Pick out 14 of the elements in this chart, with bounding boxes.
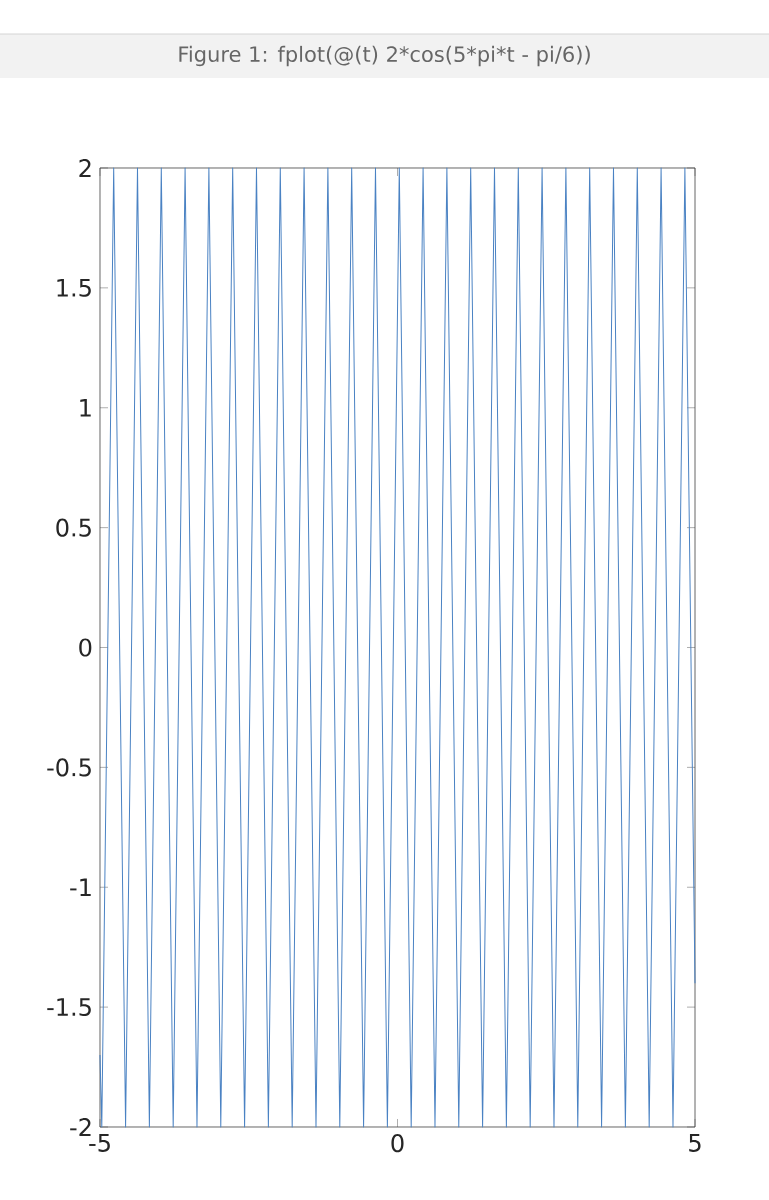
y-tick-label: -2 — [70, 1118, 91, 1136]
y-tick-label: -1.5 — [47, 998, 91, 1017]
y-tick-label: 1 — [80, 398, 91, 417]
y-tick-label: 0 — [79, 638, 92, 657]
y-tick-label: 1.5 — [57, 278, 91, 297]
x-tick-label: 5 — [689, 1134, 701, 1152]
y-tick-label: 0.5 — [56, 518, 91, 537]
y-tick-label: -0.5 — [47, 758, 91, 777]
line-series — [99, 167, 696, 1128]
chart-title: Figure 1: fplot(@(t) 2*cos(5*pi*t - pi/6)) — [179, 45, 590, 67]
x-tick-label: 0 — [391, 1134, 404, 1153]
x-tick-label: -5 — [89, 1134, 110, 1152]
y-tick-label: 2 — [79, 159, 91, 177]
y-tick-label: -1 — [70, 878, 91, 896]
